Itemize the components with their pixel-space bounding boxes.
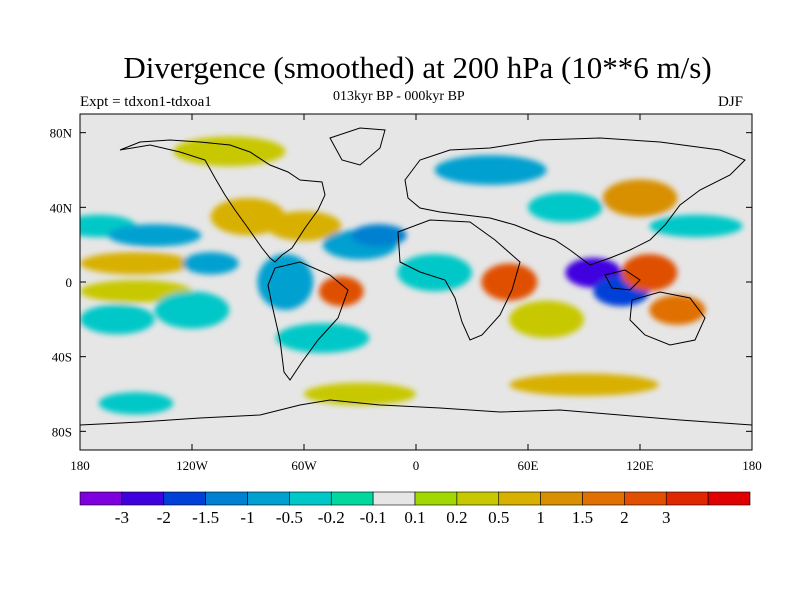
- colorbar-swatch: [121, 491, 165, 506]
- divergence-anomaly: [397, 253, 472, 292]
- colorbar-swatch: [163, 491, 206, 506]
- y-axis: 80N 40N 0 40S 80S: [50, 126, 752, 439]
- colorbar-label: 1.5: [572, 508, 593, 527]
- colorbar-swatch: [205, 491, 248, 506]
- colorbar-swatch: [624, 491, 667, 506]
- colorbar-label: -0.2: [318, 508, 345, 527]
- divergence-anomaly: [649, 295, 706, 325]
- coastline-greenland: [329, 127, 386, 166]
- y-tick-label: 0: [66, 275, 73, 290]
- y-tick-label: 80N: [50, 126, 73, 141]
- colorbar-label: 0.5: [488, 508, 509, 527]
- coastline-north-america: [119, 139, 326, 263]
- colorbar-swatch: [247, 491, 290, 506]
- colorbar-swatch: [330, 491, 374, 506]
- divergence-field: [80, 136, 743, 415]
- divergence-anomaly: [276, 323, 370, 353]
- colorbar-swatch: [540, 491, 583, 506]
- colorbar-label: -0.5: [276, 508, 303, 527]
- x-axis: 180 120W 60W 0 60E 120E 180: [70, 114, 762, 473]
- divergence-anomaly: [481, 263, 538, 301]
- colorbar-swatch: [372, 491, 416, 506]
- colorbar-swatch: [707, 491, 751, 506]
- colorbar-swatch: [665, 491, 709, 506]
- y-tick-label: 40S: [52, 350, 72, 365]
- divergence-anomaly: [528, 192, 603, 223]
- divergence-anomaly: [304, 382, 416, 406]
- x-tick-label: 120W: [176, 458, 209, 473]
- colorbar-swatch: [456, 491, 500, 506]
- coastline-australia: [629, 291, 706, 346]
- coastlines: [80, 127, 752, 426]
- divergence-anomaly: [80, 252, 192, 275]
- divergence-anomaly: [80, 304, 155, 335]
- colorbar-swatch: [498, 491, 541, 506]
- colorbar-label: 3: [662, 508, 671, 527]
- divergence-anomaly: [434, 155, 547, 185]
- divergence-anomaly: [621, 253, 678, 292]
- colorbar-label: -0.1: [360, 508, 387, 527]
- coastline-antarctica: [80, 399, 752, 426]
- divergence-anomaly: [182, 252, 239, 275]
- divergence-anomaly: [98, 392, 174, 415]
- colorbar-swatch: [289, 491, 332, 506]
- divergence-anomaly: [266, 211, 342, 241]
- colorbar-label: 0.2: [446, 508, 467, 527]
- colorbar-swatch: [582, 491, 625, 506]
- x-tick-label: 180: [742, 458, 762, 473]
- coastline-eurasia: [404, 137, 746, 266]
- divergence-anomaly: [108, 224, 202, 247]
- divergence-anomaly: [257, 254, 314, 310]
- x-tick-label: 120E: [626, 458, 654, 473]
- divergence-anomaly: [602, 179, 678, 217]
- season-label: DJF: [718, 94, 744, 110]
- divergence-anomaly: [318, 276, 364, 307]
- x-tick-label: 60W: [291, 458, 317, 473]
- coastline-south-america: [267, 261, 349, 381]
- x-tick-label: 180: [70, 458, 90, 473]
- x-tick-label: 60E: [518, 458, 539, 473]
- x-tick-label: 0: [413, 458, 420, 473]
- colorbar-label: -2: [157, 508, 171, 527]
- colorbar-label: -1: [240, 508, 254, 527]
- divergence-anomaly: [350, 224, 407, 247]
- divergence-anomaly: [80, 280, 192, 303]
- chart-title: Divergence (smoothed) at 200 hPa (10**6 …: [123, 50, 712, 85]
- y-tick-label: 80S: [52, 424, 72, 439]
- colorbar-label: -1.5: [192, 508, 219, 527]
- colorbar-label: 1: [536, 508, 545, 527]
- colorbar-swatch: [79, 491, 123, 506]
- divergence-anomaly: [509, 300, 584, 339]
- colorbar-label: 2: [620, 508, 629, 527]
- y-tick-label: 40N: [50, 200, 73, 215]
- divergence-anomaly: [649, 214, 743, 238]
- experiment-label: Expt = tdxon1-tdxoa1: [80, 94, 212, 110]
- divergence-anomaly: [509, 373, 659, 396]
- coastline-africa: [397, 219, 521, 341]
- coastline-maritime-continent: [604, 269, 641, 291]
- colorbar-swatch: [414, 491, 458, 506]
- period-label: 013kyr BP - 000kyr BP: [333, 89, 465, 104]
- colorbar: -3 -2 -1.5 -1 -0.5 -0.2 -0.1 0.1 0.2 0.5 1 1.5 2 3: [79, 491, 751, 527]
- divergence-anomaly: [154, 291, 230, 329]
- colorbar-label: 0.1: [404, 508, 425, 527]
- colorbar-label: -3: [115, 508, 129, 527]
